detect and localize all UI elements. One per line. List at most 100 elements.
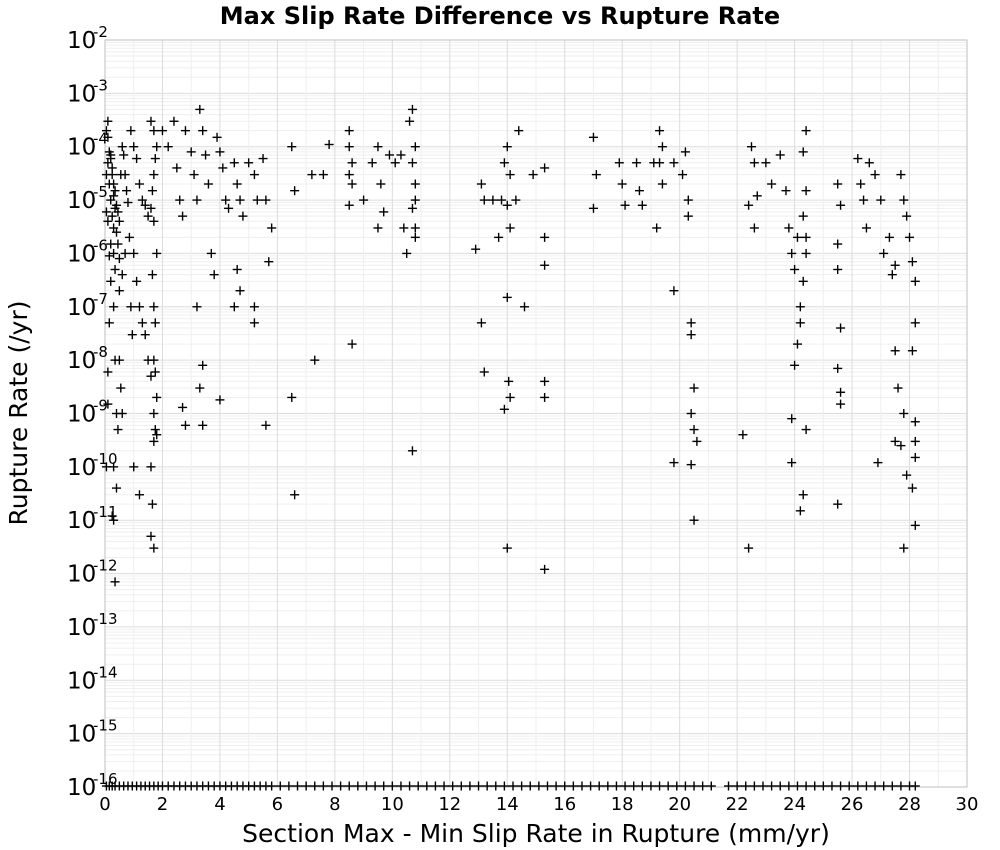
y-tick-label: 10 [67,402,96,428]
data-point [502,543,512,553]
data-point [267,781,277,791]
data-point [430,781,440,791]
data-point [175,195,185,205]
data-point [107,511,117,521]
data-point [195,104,205,114]
data-point [577,781,587,791]
data-point [680,147,690,157]
plot-area-border [104,39,968,788]
data-point [620,781,630,791]
y-tick-label: 10 [67,295,96,321]
data-point [767,179,777,189]
data-point [147,186,157,196]
data-point [261,420,271,430]
data-point [588,203,598,213]
data-point [910,417,920,427]
data-point [683,211,693,221]
data-point [781,186,791,196]
data-point [798,211,808,221]
data-point [132,154,142,164]
data-point [836,200,846,210]
data-point [499,781,509,791]
y-tick-exponent: -8 [93,343,108,361]
x-tick-label: 22 [726,794,749,815]
data-point [907,257,917,267]
data-point [407,158,417,168]
data-point [347,339,357,349]
data-point [101,170,111,180]
data-point [833,499,843,509]
data-point [224,203,234,213]
data-point [249,318,259,328]
data-point [497,195,507,205]
data-point [910,520,920,530]
data-point [147,499,157,509]
data-point [798,276,808,286]
data-point [833,179,843,189]
data-point [476,179,486,189]
y-tick-label: 10 [67,348,96,374]
data-point [534,781,544,791]
data-point [129,248,139,258]
data-point [540,163,550,173]
y-tick-exponent: -10 [93,450,118,468]
data-point [499,158,509,168]
data-point [795,318,805,328]
data-point [178,402,188,412]
x-tick-label: 20 [668,794,691,815]
data-point [620,200,630,210]
x-tick-label: 14 [496,794,519,815]
data-point [347,179,357,189]
data-point [123,198,133,208]
data-point [692,436,702,446]
data-point [201,150,211,160]
data-point [327,781,337,791]
data-point [399,223,409,233]
data-point [879,248,889,258]
data-point [741,781,751,791]
data-point [833,239,843,249]
data-point [212,132,222,142]
data-point [502,142,512,152]
data-point [235,286,245,296]
data-point [149,216,159,226]
data-point [474,781,484,791]
data-point [149,170,159,180]
x-tick-label: 18 [611,794,634,815]
y-axis-ticks: 10-210-310-410-510-610-710-810-910-1010-… [67,23,118,801]
y-tick-label: 10 [67,455,96,481]
data-point [290,186,300,196]
data-point [818,781,828,791]
data-point [336,781,346,791]
data-point [120,248,130,258]
data-point [387,781,397,791]
data-point [111,483,121,493]
data-point [353,781,363,791]
data-point [103,116,113,126]
data-point [114,254,124,264]
data-point [238,211,248,221]
y-tick-label: 10 [67,668,96,694]
data-point [149,302,159,312]
data-point [801,232,811,242]
data-point [390,158,400,168]
data-point [870,781,880,791]
data-point [379,207,389,217]
y-tick-exponent: -16 [93,770,118,788]
data-point [678,170,688,180]
data-point [146,531,156,541]
data-point [235,195,245,205]
data-point [405,781,415,791]
data-point [795,302,805,312]
data-point [502,292,512,302]
data-point [634,186,644,196]
data-point [801,248,811,258]
data-point [689,781,699,791]
data-point [109,191,119,201]
data-point [344,126,354,136]
data-point [902,211,912,221]
data-point [229,302,239,312]
data-point [724,781,734,791]
data-point [169,116,179,126]
x-tick-label: 6 [272,794,283,815]
